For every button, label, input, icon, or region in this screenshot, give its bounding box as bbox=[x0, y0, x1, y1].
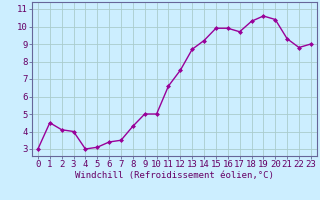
X-axis label: Windchill (Refroidissement éolien,°C): Windchill (Refroidissement éolien,°C) bbox=[75, 171, 274, 180]
